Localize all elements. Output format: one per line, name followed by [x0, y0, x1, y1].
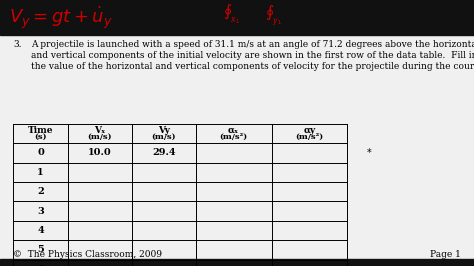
- Bar: [0, 259, 474, 266]
- Text: $V_y = gt + \dot{u}_y$: $V_y = gt + \dot{u}_y$: [9, 4, 114, 31]
- Text: ©  The Physics Classroom, 2009: © The Physics Classroom, 2009: [13, 250, 162, 259]
- Text: Vₓ: Vₓ: [94, 126, 105, 135]
- Text: 1: 1: [37, 168, 44, 177]
- Text: Time: Time: [28, 126, 53, 135]
- Text: $\oint_{x_1}$: $\oint_{x_1}$: [223, 3, 240, 26]
- Text: (s): (s): [34, 132, 47, 141]
- Text: 10.0: 10.0: [88, 148, 112, 157]
- Text: Vy: Vy: [158, 126, 170, 135]
- Text: 0: 0: [37, 148, 44, 157]
- Text: 3.: 3.: [13, 40, 22, 49]
- Text: αy: αy: [303, 126, 316, 135]
- Text: (m/s²): (m/s²): [295, 132, 324, 141]
- Text: αₓ: αₓ: [228, 126, 239, 135]
- Text: 29.4: 29.4: [152, 148, 175, 157]
- Text: A projectile is launched with a speed of 31.1 m/s at an angle of 71.2 degrees ab: A projectile is launched with a speed of…: [31, 40, 474, 71]
- Text: *: *: [366, 148, 371, 158]
- Bar: [0, 0, 474, 35]
- Text: $\oint_{y_1}$: $\oint_{y_1}$: [265, 3, 283, 28]
- Text: 3: 3: [37, 207, 44, 215]
- Text: (m/s): (m/s): [152, 132, 176, 141]
- Text: 4: 4: [37, 226, 44, 235]
- Text: (m/s²): (m/s²): [219, 132, 248, 141]
- Text: (m/s): (m/s): [88, 132, 112, 141]
- Text: 5: 5: [37, 246, 44, 254]
- Text: Page 1: Page 1: [430, 250, 461, 259]
- Text: 2: 2: [37, 187, 44, 196]
- Text: 6: 6: [37, 265, 44, 266]
